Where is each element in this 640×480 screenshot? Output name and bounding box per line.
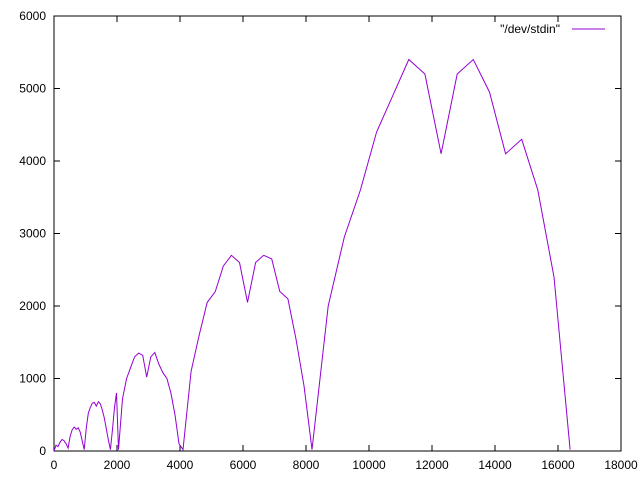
axis-tick-labels: 0 2000 4000 6000 8000 10000 12000 14000 16000 180… bbox=[19, 9, 638, 472]
x-tick-label: 14000 bbox=[478, 458, 512, 472]
axis-ticks bbox=[53, 15, 622, 452]
y-tick-label: 3000 bbox=[19, 227, 46, 241]
x-tick-label: 0 bbox=[51, 458, 58, 472]
y-tick-label: 1000 bbox=[19, 372, 46, 386]
x-tick-label: 10000 bbox=[352, 458, 386, 472]
series-line bbox=[53, 58, 571, 452]
x-tick-label: 18000 bbox=[604, 458, 638, 472]
y-tick-label: 4000 bbox=[19, 154, 46, 168]
legend: "/dev/stdin" bbox=[500, 22, 605, 36]
x-tick-label: 2000 bbox=[104, 458, 131, 472]
x-tick-label: 12000 bbox=[415, 458, 449, 472]
y-tick-label: 2000 bbox=[19, 299, 46, 313]
y-tick-label: 0 bbox=[39, 444, 46, 458]
legend-label: "/dev/stdin" bbox=[500, 22, 560, 36]
x-tick-label: 16000 bbox=[541, 458, 575, 472]
x-tick-label: 4000 bbox=[167, 458, 194, 472]
x-tick-label: 8000 bbox=[293, 458, 320, 472]
plot-frame bbox=[53, 15, 622, 452]
y-tick-label: 5000 bbox=[19, 82, 46, 96]
y-tick-label: 6000 bbox=[19, 9, 46, 23]
x-tick-label: 6000 bbox=[230, 458, 257, 472]
